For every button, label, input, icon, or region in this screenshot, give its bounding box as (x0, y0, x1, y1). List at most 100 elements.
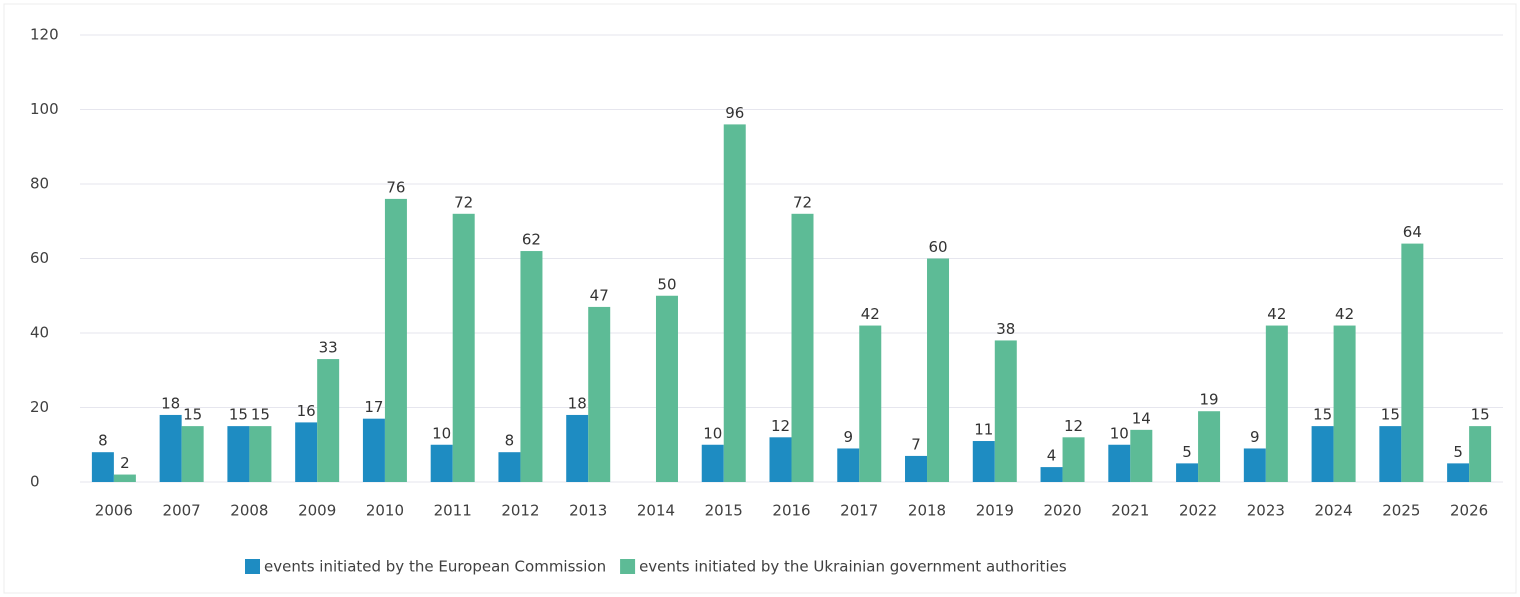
bar (520, 251, 543, 482)
value-label: 8 (98, 432, 108, 450)
x-tick-label: 2013 (569, 502, 607, 520)
bar (905, 455, 928, 482)
value-label: 15 (1381, 406, 1400, 424)
y-tick-label: 20 (30, 398, 49, 416)
bar (837, 448, 860, 482)
x-tick-label: 2012 (501, 502, 539, 520)
x-tick-label: 2025 (1382, 502, 1420, 520)
bar (295, 422, 318, 482)
bar (655, 295, 678, 482)
value-label: 47 (590, 286, 609, 304)
bar (362, 418, 385, 482)
legend-label: events initiated by the European Commiss… (264, 558, 606, 576)
x-tick-label: 2024 (1315, 502, 1353, 520)
bar (1198, 411, 1221, 482)
bar (113, 474, 136, 482)
bar (317, 359, 340, 482)
y-tick-label: 100 (30, 100, 59, 118)
value-label: 64 (1403, 223, 1422, 241)
value-label: 9 (1250, 428, 1260, 446)
x-tick-label: 2017 (840, 502, 878, 520)
value-label: 42 (1267, 305, 1286, 323)
value-label: 15 (1313, 406, 1332, 424)
x-tick-label: 2011 (434, 502, 472, 520)
bar (1379, 426, 1402, 482)
value-label: 50 (657, 275, 676, 293)
x-tick-label: 2015 (705, 502, 743, 520)
value-label: 12 (771, 417, 790, 435)
x-tick-label: 2006 (95, 502, 133, 520)
y-tick-label: 120 (30, 26, 59, 44)
value-label: 9 (843, 428, 853, 446)
bar (249, 426, 272, 482)
value-label: 60 (928, 238, 947, 256)
value-label: 10 (703, 424, 722, 442)
bar (1333, 325, 1356, 482)
x-tick-label: 2008 (230, 502, 268, 520)
y-tick-label: 80 (30, 175, 49, 193)
value-label: 15 (1471, 406, 1490, 424)
chart-frame (3, 3, 1517, 594)
bar (1243, 448, 1266, 482)
value-label: 96 (725, 104, 744, 122)
value-label: 42 (1335, 305, 1354, 323)
value-label: 7 (911, 435, 921, 453)
bar (566, 414, 589, 482)
value-label: 15 (251, 406, 270, 424)
value-label: 72 (793, 193, 812, 211)
legend-swatch (620, 559, 636, 574)
bar (859, 325, 882, 482)
bar (384, 198, 407, 482)
bar (723, 124, 746, 483)
x-tick-label: 2016 (772, 502, 810, 520)
value-label: 4 (1047, 447, 1057, 465)
value-label: 18 (161, 394, 180, 412)
bar (430, 444, 453, 482)
legend-swatch (245, 559, 260, 574)
value-label: 18 (568, 394, 587, 412)
bar (927, 258, 950, 482)
value-label: 38 (996, 320, 1015, 338)
bar (1401, 243, 1424, 482)
x-tick-label: 2014 (637, 502, 675, 520)
value-label: 16 (297, 402, 316, 420)
x-tick-label: 2019 (976, 502, 1014, 520)
bar (994, 340, 1017, 482)
value-label: 10 (1110, 424, 1129, 442)
legend-label: events initiated by the Ukrainian govern… (639, 558, 1067, 576)
value-label: 17 (364, 398, 383, 416)
y-tick-label: 0 (30, 473, 40, 491)
y-tick-label: 60 (30, 249, 49, 267)
bar (588, 306, 611, 482)
value-label: 11 (974, 421, 993, 439)
value-label: 19 (1200, 391, 1219, 409)
bar (1130, 429, 1153, 482)
bar (1062, 437, 1085, 482)
value-label: 62 (522, 231, 541, 249)
bar (91, 452, 114, 482)
x-tick-label: 2010 (366, 502, 404, 520)
value-label: 72 (454, 193, 473, 211)
bar (1040, 467, 1063, 482)
bar (498, 452, 521, 482)
value-label: 2 (120, 454, 130, 472)
x-tick-label: 2009 (298, 502, 336, 520)
bar (227, 426, 250, 482)
x-tick-label: 2022 (1179, 502, 1217, 520)
value-label: 8 (505, 432, 515, 450)
x-tick-label: 2021 (1111, 502, 1149, 520)
x-tick-label: 2026 (1450, 502, 1488, 520)
value-label: 15 (229, 406, 248, 424)
x-tick-label: 2018 (908, 502, 946, 520)
bar (769, 437, 792, 482)
bar (701, 444, 724, 482)
value-label: 12 (1064, 417, 1083, 435)
bar (1447, 463, 1470, 482)
value-label: 10 (432, 424, 451, 442)
bar (1108, 444, 1131, 482)
x-tick-label: 2023 (1247, 502, 1285, 520)
bar (791, 213, 814, 483)
bar (972, 441, 995, 482)
value-label: 76 (386, 178, 405, 196)
